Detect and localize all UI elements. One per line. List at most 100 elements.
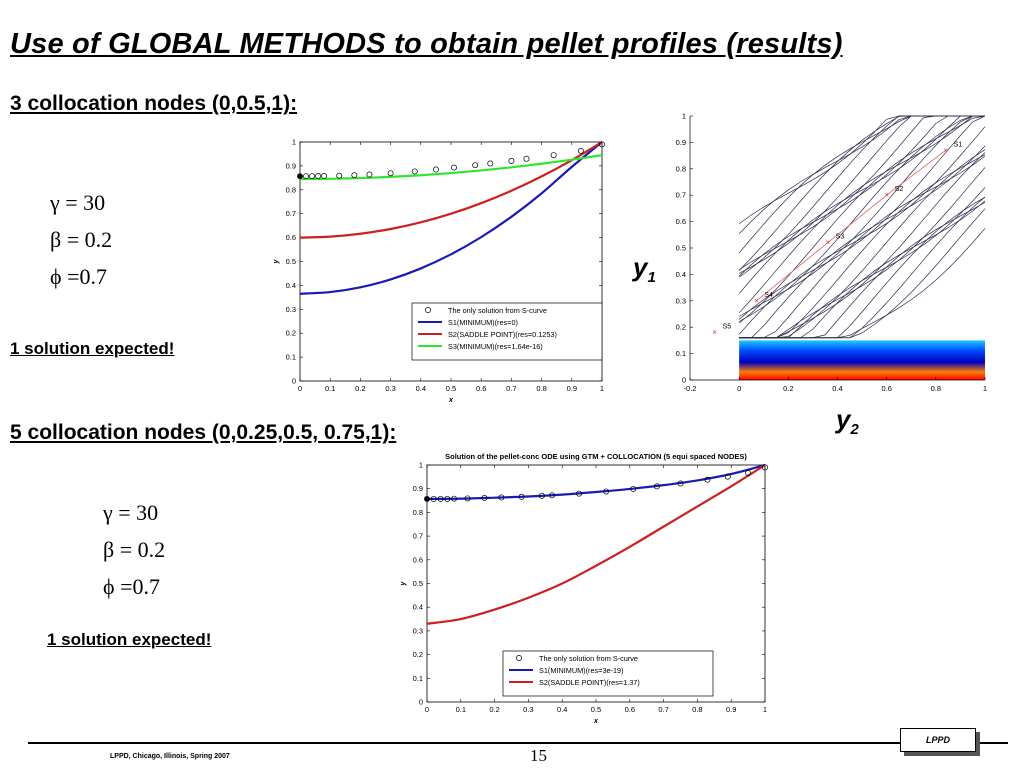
marker-point — [677, 480, 684, 487]
contour-line — [738, 126, 986, 335]
x-tick-label: 1 — [983, 384, 987, 393]
contour-line — [738, 115, 985, 294]
y-tick-label: 1 — [419, 461, 423, 470]
solution-point-label: S4 — [764, 292, 773, 299]
y1-axis-label: y1 — [633, 252, 656, 287]
y-tick-label: 0.2 — [413, 650, 423, 659]
x-tick-label: 0.5 — [446, 384, 456, 393]
y-tick-label: 0.1 — [286, 353, 296, 362]
legend — [502, 650, 714, 697]
y-tick-label: 0.7 — [286, 209, 296, 218]
lppd-logo: LPPD — [900, 728, 976, 752]
y-tick-label: 0.9 — [676, 138, 686, 147]
solution-point-label: S3 — [836, 234, 845, 241]
param-phi: ϕ =0.7 — [50, 264, 107, 289]
solution-point: × — [754, 296, 759, 305]
y-tick-label: 0.4 — [676, 270, 686, 279]
legend-label: S1(MINIMUM)(res=3e-19) — [539, 666, 624, 675]
param-gamma: γ = 30 — [50, 190, 106, 215]
marker-point — [387, 170, 394, 177]
chart-5-nodes: Solution of the pellet-conc ODE using GT… — [400, 452, 768, 725]
solution-point-label: S1 — [954, 141, 963, 148]
y-tick-label: 0.3 — [413, 626, 423, 635]
marker-point — [303, 173, 309, 180]
marker-point — [472, 162, 479, 169]
y-tick-label: 0 — [682, 376, 686, 385]
note-solution-expected-1: 1 solution expected! — [10, 339, 175, 358]
legend-label: S2(SADDLE POINT)(res=0.1253) — [448, 330, 557, 339]
contour-line — [738, 115, 985, 225]
marker-point — [745, 470, 752, 477]
section-heading-5-nodes: 5 collocation nodes (0,0.25,0.5, 0.75,1)… — [10, 421, 397, 444]
marker-point — [724, 473, 731, 480]
x-tick-label: -0.2 — [684, 384, 697, 393]
legend-label: The only solution from S-curve — [448, 306, 547, 315]
y-tick-label: 0.7 — [676, 191, 686, 200]
y-axis-label: y — [273, 258, 280, 264]
legend-marker-icon — [425, 307, 431, 313]
series-line-2 — [426, 464, 766, 625]
x-tick-label: 0.6 — [625, 705, 635, 714]
x-tick-label: 0.4 — [416, 384, 426, 393]
x-axis-label: x — [448, 397, 454, 404]
x-tick-label: 0.7 — [506, 384, 516, 393]
legend-label: The only solution from S-curve — [539, 654, 638, 663]
x-tick-label: 0.8 — [931, 384, 941, 393]
series-line-2 — [299, 141, 603, 239]
marker-point — [424, 495, 430, 502]
marker-point — [704, 476, 711, 483]
series-line-3 — [299, 154, 603, 181]
solution-point: × — [825, 238, 830, 247]
marker-point — [309, 173, 316, 180]
x-tick-label: 0.3 — [385, 384, 395, 393]
marker-point — [481, 494, 488, 501]
marker-point — [762, 464, 768, 471]
x-tick-label: 0.1 — [456, 705, 466, 714]
marker-point — [603, 488, 610, 495]
contour-line — [739, 167, 986, 339]
y-tick-label: 0.5 — [676, 244, 686, 253]
y-tick-label: 1 — [292, 138, 296, 147]
x-tick-label: 0 — [737, 384, 741, 393]
y-tick-label: 0.6 — [413, 555, 423, 564]
x-tick-label: 0.8 — [536, 384, 546, 393]
marker-point — [538, 492, 545, 499]
y-tick-label: 0.6 — [676, 217, 686, 226]
params-block-1: γ = 30 β = 0.2 ϕ =0.7 — [50, 184, 112, 295]
plot-area — [690, 116, 985, 380]
note-solution-expected-2: 1 solution expected! — [47, 630, 212, 649]
marker-point — [464, 495, 471, 502]
solution-point: × — [943, 146, 948, 155]
solution-point: × — [884, 191, 889, 200]
param-gamma: γ = 30 — [103, 500, 159, 525]
y-tick-label: 0 — [419, 698, 423, 707]
y-tick-label: 0 — [292, 377, 296, 386]
contour-line — [738, 115, 985, 314]
x-tick-label: 0.4 — [832, 384, 842, 393]
x-tick-label: 0.6 — [476, 384, 486, 393]
param-beta: β = 0.2 — [103, 537, 166, 562]
x-tick-label: 0.3 — [523, 705, 533, 714]
marker-point — [444, 495, 451, 502]
y-tick-label: 0.4 — [286, 281, 296, 290]
marker-point — [498, 494, 505, 501]
chart-title: Solution of the pellet-conc ODE using GT… — [445, 452, 747, 461]
y-tick-label: 0.5 — [413, 579, 423, 588]
y-tick-label: 0.6 — [286, 233, 296, 242]
solution-point: × — [712, 328, 717, 337]
contour-line — [738, 115, 985, 277]
x-tick-label: 1 — [763, 705, 767, 714]
marker-point — [451, 495, 457, 502]
contour-line — [739, 145, 986, 339]
marker-point — [550, 152, 557, 159]
marker-point — [523, 155, 530, 162]
x-tick-label: 0.2 — [489, 705, 499, 714]
marker-point — [432, 166, 439, 173]
marker-point — [315, 172, 322, 179]
y-tick-label: 0.9 — [413, 484, 423, 493]
solution-path — [756, 150, 946, 302]
page-number: 15 — [530, 746, 547, 765]
y-tick-label: 0.1 — [413, 674, 423, 683]
y-tick-label: 0.1 — [676, 349, 686, 358]
y-tick-label: 1 — [682, 112, 686, 121]
